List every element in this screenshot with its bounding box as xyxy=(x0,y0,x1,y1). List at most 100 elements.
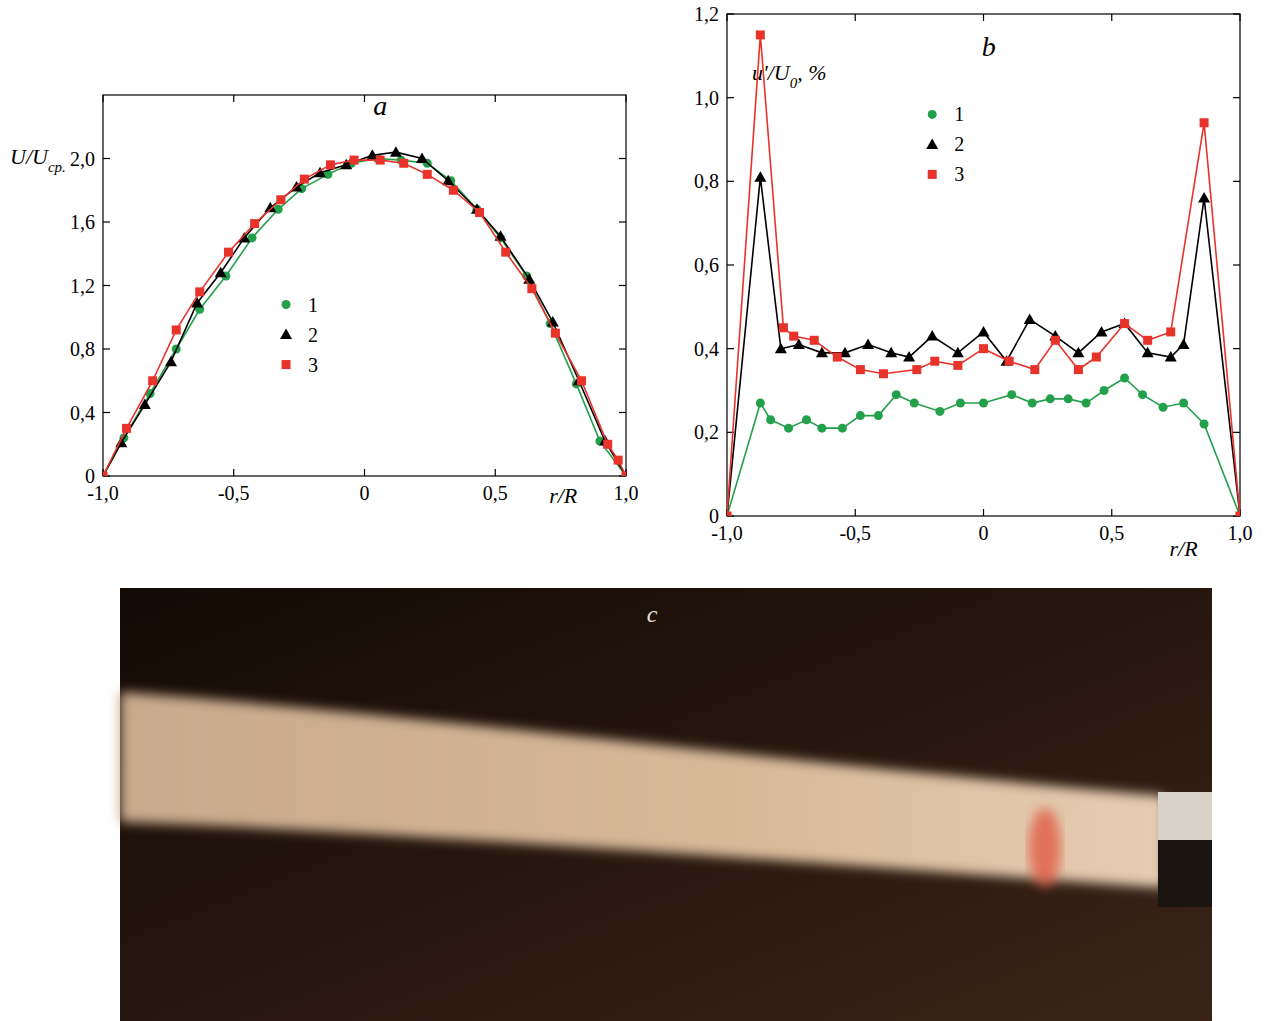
data-point xyxy=(979,399,988,408)
data-point xyxy=(833,353,842,362)
data-point xyxy=(775,343,787,354)
data-point xyxy=(756,399,765,408)
data-point xyxy=(978,326,990,337)
legend: 123 xyxy=(280,294,318,376)
data-point xyxy=(1024,313,1036,324)
data-point xyxy=(577,376,586,385)
data-point xyxy=(423,170,432,179)
legend-marker xyxy=(926,138,938,149)
data-point xyxy=(1178,338,1190,349)
data-point xyxy=(376,156,385,165)
y-tick xyxy=(1233,97,1240,98)
photo-panel: c xyxy=(120,588,1212,1021)
data-point xyxy=(926,330,938,341)
nozzle xyxy=(1158,792,1212,907)
data-point xyxy=(910,399,919,408)
nozzle-highlight xyxy=(1158,792,1212,840)
y-tick xyxy=(727,264,734,265)
legend: 123 xyxy=(926,103,964,185)
series-line xyxy=(727,177,1240,516)
y-axis-label-sub: ср. xyxy=(48,159,66,175)
data-point xyxy=(614,456,623,465)
legend-label: 1 xyxy=(954,103,964,125)
data-point xyxy=(603,440,612,449)
data-point xyxy=(892,390,901,399)
data-point xyxy=(856,411,865,420)
y-tick xyxy=(619,348,626,349)
data-point xyxy=(103,472,108,477)
x-tick-label: 1,0 xyxy=(614,482,639,504)
y-tick-label: 2,0 xyxy=(70,148,95,170)
x-tick xyxy=(983,509,984,516)
data-point xyxy=(416,153,428,164)
data-point xyxy=(1030,365,1039,374)
y-tick-label: 0,6 xyxy=(694,254,719,276)
legend-marker xyxy=(928,170,937,179)
panel-label: c xyxy=(647,601,658,627)
data-point xyxy=(122,424,131,433)
y-tick xyxy=(103,348,110,349)
data-point xyxy=(979,344,988,353)
data-point xyxy=(953,361,962,370)
legend-label: 3 xyxy=(308,354,318,376)
data-point xyxy=(838,424,847,433)
x-tick-label: -0,5 xyxy=(839,522,871,544)
y-tick xyxy=(1233,13,1240,14)
plot-frame xyxy=(103,95,626,476)
data-point xyxy=(350,156,359,165)
series-line xyxy=(103,159,626,477)
data-point xyxy=(1236,512,1241,517)
data-point xyxy=(622,472,627,477)
series-line xyxy=(103,160,626,476)
y-tick xyxy=(619,412,626,413)
data-point xyxy=(103,472,108,477)
data-point xyxy=(399,159,408,168)
y-tick-label: 1,6 xyxy=(70,211,95,233)
data-point xyxy=(1159,403,1168,412)
y-tick xyxy=(103,221,110,222)
data-point xyxy=(935,407,944,416)
data-point xyxy=(1005,357,1014,366)
y-tick xyxy=(619,158,626,159)
data-point xyxy=(756,30,765,39)
data-point xyxy=(1100,386,1109,395)
data-point xyxy=(250,219,259,228)
data-point xyxy=(551,329,560,338)
laser-spot xyxy=(1029,808,1061,888)
x-tick xyxy=(983,14,984,21)
data-point xyxy=(274,205,283,214)
y-tick-label: 0,4 xyxy=(70,402,95,424)
data-point xyxy=(956,399,965,408)
data-point xyxy=(1120,319,1129,328)
legend-marker xyxy=(928,110,937,119)
x-axis-label: r/R xyxy=(549,483,578,508)
y-tick xyxy=(727,181,734,182)
data-point xyxy=(952,347,964,358)
data-point xyxy=(862,338,874,349)
series-line xyxy=(103,152,626,476)
x-tick-label: 0 xyxy=(979,522,989,544)
y-tick-label: 1,2 xyxy=(694,3,719,25)
data-point xyxy=(1092,353,1101,362)
x-axis-label: r/R xyxy=(1170,536,1199,561)
data-point xyxy=(195,287,204,296)
data-point xyxy=(856,365,865,374)
x-tick xyxy=(102,95,103,102)
data-point xyxy=(817,424,826,433)
data-point xyxy=(1074,365,1083,374)
data-point xyxy=(165,356,177,367)
data-point xyxy=(784,424,793,433)
y-axis-label: U/Uср. xyxy=(10,144,66,175)
legend-marker xyxy=(280,329,292,340)
data-point xyxy=(449,186,458,195)
data-point xyxy=(885,347,897,358)
data-point xyxy=(1179,399,1188,408)
data-point xyxy=(148,376,157,385)
x-tick xyxy=(726,14,727,21)
data-point xyxy=(874,411,883,420)
data-point xyxy=(1166,327,1175,336)
x-tick xyxy=(1239,14,1240,21)
x-tick xyxy=(495,95,496,102)
photo-background xyxy=(120,588,1212,1021)
data-point xyxy=(475,208,484,217)
